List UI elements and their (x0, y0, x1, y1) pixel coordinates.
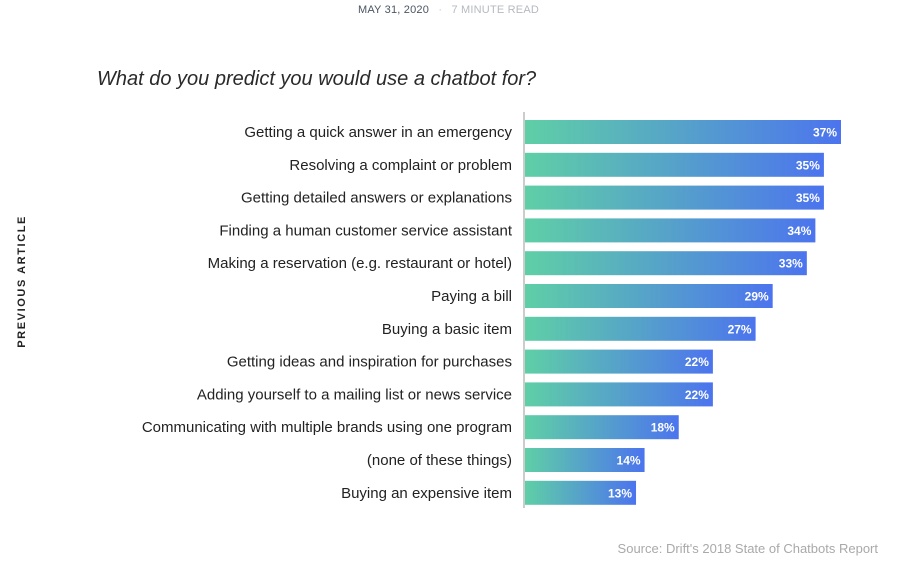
post-date: MAY 31, 2020 (357, 4, 430, 16)
value-label: 27% (728, 322, 752, 336)
category-label: Making a reservation (e.g. restaurant or… (208, 255, 512, 272)
bar (525, 251, 807, 276)
category-label: Paying a bill (431, 288, 512, 305)
category-label: Communicating with multiple brands using… (142, 419, 512, 436)
read-time: 7 MINUTE READ (451, 4, 540, 16)
chart-title: What do you predict you would use a chat… (97, 68, 537, 90)
bar (525, 349, 713, 374)
bar (525, 152, 824, 177)
value-label: 34% (787, 224, 811, 238)
meta-separator: · (438, 4, 443, 16)
value-label: 14% (617, 454, 641, 468)
value-label: 37% (813, 126, 837, 140)
category-label: (none of these things) (367, 452, 512, 469)
category-label: Getting a quick answer in an emergency (244, 124, 512, 141)
bar (525, 448, 645, 472)
category-label: Buying a basic item (382, 321, 512, 338)
bar (525, 218, 816, 243)
category-label: Buying an expensive item (341, 485, 512, 502)
bar (525, 120, 841, 144)
category-label: Getting detailed answers or explanations (241, 190, 512, 207)
value-label: 33% (779, 257, 803, 271)
value-label: 18% (651, 421, 675, 435)
bar (525, 415, 679, 440)
category-label: Getting ideas and inspiration for purcha… (227, 354, 512, 371)
category-label: Finding a human customer service assista… (219, 222, 512, 239)
chart-source: Source: Drift's 2018 State of Chatbots R… (617, 541, 878, 556)
bar (525, 316, 756, 341)
value-label: 22% (685, 388, 709, 402)
post-meta: MAY 31, 2020 · 7 MINUTE READ (0, 4, 897, 16)
bar (525, 382, 713, 407)
category-label: Resolving a complaint or problem (289, 157, 512, 174)
bar (525, 284, 773, 308)
category-label: Adding yourself to a mailing list or new… (197, 386, 512, 403)
value-label: 35% (796, 158, 820, 172)
bar (525, 185, 824, 210)
value-label: 13% (608, 486, 632, 500)
bar (525, 480, 637, 505)
value-label: 29% (745, 290, 769, 304)
value-label: 22% (685, 355, 709, 369)
value-label: 35% (796, 191, 820, 205)
